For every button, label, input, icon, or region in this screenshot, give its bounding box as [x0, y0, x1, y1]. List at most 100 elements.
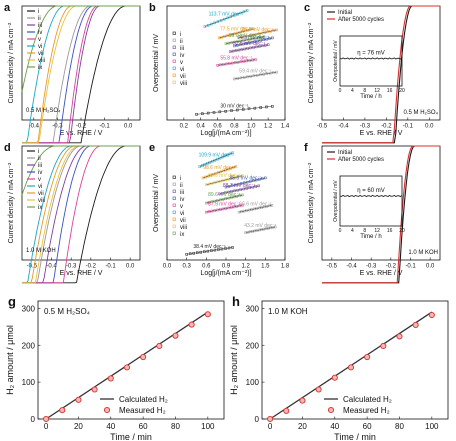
tafel-fit-line [206, 194, 243, 204]
tafel-slope-label: 74.3 mV dec⁻¹ [237, 35, 270, 41]
legend-swatch [172, 210, 176, 214]
x-tick-label: -0.2 [76, 124, 87, 130]
tafel-slope-label: 109.9 mV dec⁻¹ [199, 153, 234, 159]
tafel-point [238, 31, 242, 34]
tafel-point [216, 20, 220, 23]
y-axis-label: H₂ amount / μmol [5, 325, 15, 395]
series-lines [21, 5, 140, 144]
x-tick-label: -0.5 [317, 124, 328, 130]
tafel-point [223, 154, 227, 158]
legend-swatch [172, 80, 176, 84]
x-tick-label: 100 [425, 422, 439, 431]
tafel-point [203, 25, 207, 28]
legend-label: i [38, 149, 39, 155]
electrolyte-annotation: 1.0 M KOH [26, 248, 56, 254]
legend-label: i [180, 176, 181, 182]
measured-point [412, 321, 419, 329]
tafel-slope-label: 77.5 mV dec⁻¹ [220, 26, 253, 32]
x-tick-label: -0.1 [403, 124, 414, 130]
legend-label: ii [180, 183, 183, 189]
inset-x-tick-label: 20 [399, 88, 405, 94]
x-tick-label: 0.9 [222, 264, 231, 270]
x-tick-label: 40 [330, 422, 339, 431]
tafel-fit-line [230, 44, 269, 52]
tafel-point [213, 21, 216, 25]
tafel-point [228, 33, 231, 37]
plot-frame [321, 145, 441, 261]
electrolyte-annotation: 1.0 M KOH [268, 307, 308, 316]
tafel-slope-label: 43.2 mV dec⁻¹ [244, 223, 277, 229]
tafel-point [218, 36, 221, 40]
y-tick-label: 300 [246, 304, 260, 313]
tafel-fit-line [245, 226, 276, 233]
tafel-point [219, 170, 222, 174]
legend-label: v [38, 37, 41, 43]
x-tick-label: -0.4 [338, 124, 349, 130]
legend-label: Initial [338, 150, 352, 156]
x-tick-label: 0.0 [425, 124, 434, 130]
legend-label: Calculated H₂ [119, 395, 168, 404]
legend-label: Calculated H₂ [343, 395, 392, 404]
tafel-fit-line [234, 71, 277, 80]
legend: Calculated H₂ Measured H₂ [324, 395, 392, 415]
x-axis-label: E vs. RHE / V [360, 270, 403, 277]
tafel-slope-label: 52.5 mV dec⁻¹ [233, 41, 266, 47]
measured-point [347, 364, 355, 371]
tafel-point [211, 160, 214, 163]
tafel-point [236, 12, 239, 16]
legend-swatch [172, 217, 176, 221]
tafel-fit-line [239, 205, 272, 213]
y-tick-label: 0 [31, 415, 36, 424]
x-tick-label: 1.4 [281, 124, 290, 130]
tafel-slope-label: 98.6 mV dec⁻¹ [203, 165, 236, 171]
tafel-fit-line [186, 247, 233, 255]
inset-frame [339, 175, 403, 227]
y-axis-label: Current density / mA cm⁻² [8, 162, 15, 243]
legend-label: iv [180, 197, 184, 203]
x-tick-label: -0.3 [52, 124, 63, 130]
tafel-fit-line [225, 177, 266, 188]
panel-g: 0 20 40 60 80 100 0 100 200 300 Time / min H₂ amoun… [5, 294, 225, 441]
tafel-point [210, 22, 213, 26]
tafel-slope-label: 38.4 mV dec⁻¹ [193, 244, 226, 250]
legend-label: ix [38, 65, 42, 71]
panel-label: c [304, 2, 310, 14]
tafel-fit-line [225, 36, 264, 44]
y-axis-label: Current density / mA cm⁻² [308, 22, 315, 103]
tafel-slope-label: 30 mV dec⁻¹ [220, 103, 249, 109]
y-tick-label: 0 [255, 415, 260, 424]
x-tick-label: 20 [298, 422, 307, 431]
curve-after-cycles [322, 145, 440, 284]
legend-label: ix [180, 232, 184, 238]
series-line-ix [21, 145, 140, 195]
legend-swatch [172, 73, 176, 77]
legend-label: vii [180, 218, 186, 224]
legend-label: iii [180, 46, 184, 52]
tafel-fit-line [196, 106, 273, 115]
measured-point [315, 386, 322, 393]
inset-x-tick-label: 0 [339, 228, 342, 234]
x-tick-label: -0.2 [381, 124, 392, 130]
legend-swatch [172, 196, 176, 200]
tafel-point [223, 17, 226, 21]
inset-x-tick-label: 8 [363, 88, 366, 94]
tafel-slope-label: 65.0 mV dec⁻¹ [229, 33, 262, 39]
tafel-fit-line [202, 166, 236, 179]
legend-label: ii [38, 16, 41, 22]
x-tick-label: 1.8 [281, 264, 290, 270]
tafel-point [227, 167, 230, 171]
tafel-point [224, 168, 227, 172]
legend-label: viii [180, 225, 187, 231]
legend-label: vii [180, 74, 186, 80]
x-tick-label: -0.4 [29, 124, 40, 130]
measured-point [172, 332, 179, 339]
inset-y-axis-label: Overpotential / mV [333, 40, 339, 82]
tafel-point [239, 11, 242, 15]
legend-label: ii [38, 156, 41, 162]
legend-label: vi [180, 67, 184, 73]
x-tick-label: 100 [201, 422, 215, 431]
x-tick-label: 0.0 [124, 124, 133, 130]
y-tick-label: 100 [22, 378, 36, 387]
